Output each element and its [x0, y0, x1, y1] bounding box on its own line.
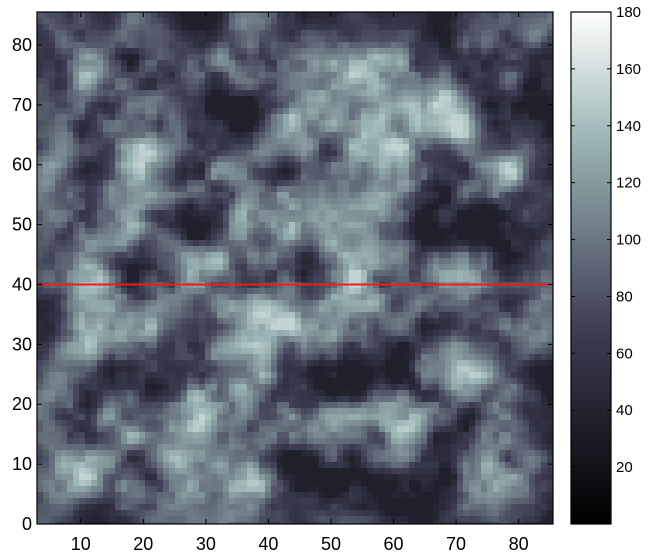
- y-tick-label: 70: [12, 95, 32, 115]
- y-tick-label: 50: [12, 215, 32, 235]
- x-tick-label: 60: [383, 534, 403, 554]
- x-tick-label: 30: [196, 534, 216, 554]
- y-tick-label: 0: [22, 514, 32, 534]
- colorbar-tick-label: 20: [616, 459, 633, 476]
- y-axis: 0 10 20 30 40 50 60 70 80: [12, 35, 553, 534]
- y-tick-label: 80: [12, 35, 32, 55]
- x-axis: 10 20 30 40 50 60 70 80: [71, 12, 529, 554]
- colorbar-tick-label: 140: [616, 118, 641, 135]
- heatmap-image: [37, 12, 553, 524]
- x-tick-label: 70: [446, 534, 466, 554]
- y-tick-label: 10: [12, 454, 32, 474]
- colorbar-axis: 20 40 60 80 100 120 140 160 180: [571, 4, 641, 476]
- y-tick-label: 60: [12, 155, 32, 175]
- colorbar-tick-label: 40: [616, 402, 633, 419]
- y-tick-label: 30: [12, 334, 32, 354]
- colorbar-tick-label: 120: [616, 175, 641, 192]
- x-tick-label: 80: [509, 534, 529, 554]
- x-tick-label: 20: [133, 534, 153, 554]
- colorbar-tick-label: 160: [616, 61, 641, 78]
- colorbar-tick-label: 180: [616, 4, 641, 21]
- y-tick-label: 20: [12, 394, 32, 414]
- colorbar-tick-label: 60: [616, 345, 633, 362]
- colorbar-tick-label: 80: [616, 288, 633, 305]
- colorbar: [570, 11, 612, 525]
- colorbar-tick-label: 100: [616, 232, 641, 249]
- y-tick-label: 40: [12, 274, 32, 294]
- x-tick-label: 40: [258, 534, 278, 554]
- x-tick-label: 10: [71, 534, 91, 554]
- x-tick-label: 50: [321, 534, 341, 554]
- plot-frame: [36, 11, 554, 525]
